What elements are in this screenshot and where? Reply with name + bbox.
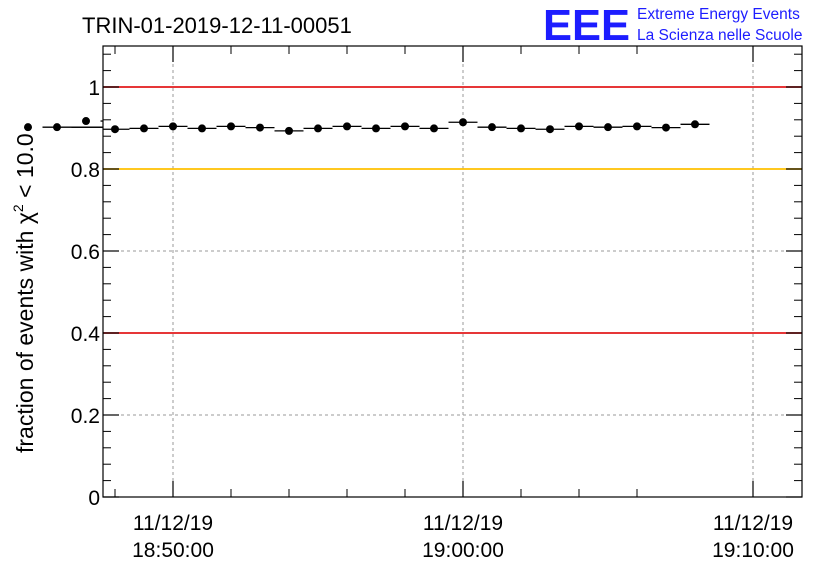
data-point — [227, 122, 235, 131]
data-point — [53, 123, 61, 132]
data-point — [604, 123, 612, 132]
data-point — [82, 117, 90, 126]
data-series — [24, 117, 710, 135]
logo-line-1: Extreme Energy Events — [637, 6, 800, 23]
data-point — [430, 124, 438, 133]
data-point — [459, 118, 467, 127]
y-tick-label: 1 — [88, 77, 100, 100]
grid-lines — [103, 46, 802, 497]
data-point — [488, 123, 496, 132]
data-point — [314, 124, 322, 133]
logo-line-2: La Scienza nelle Scuole — [637, 27, 802, 44]
data-point — [546, 125, 554, 134]
data-point — [372, 124, 380, 133]
x-tick-time: 19:10:00 — [712, 539, 794, 562]
y-tick-label: 0 — [88, 487, 100, 510]
y-tick-label: 0.2 — [71, 405, 100, 428]
y-axis-label: fraction of events with χ2 < 10.0 — [10, 133, 38, 453]
y-tick-label: 0.8 — [71, 159, 100, 182]
data-point — [111, 125, 119, 134]
x-tick-date: 11/12/19 — [713, 512, 793, 535]
plot-frame — [102, 45, 803, 498]
x-tick-labels: 11/12/19 18:50:00 11/12/19 19:00:00 11/12/19… — [132, 512, 794, 562]
data-point — [401, 122, 409, 131]
data-point — [169, 122, 177, 131]
y-tick-label: 0.6 — [71, 241, 100, 264]
x-tick-date: 11/12/19 — [133, 512, 213, 535]
data-point — [256, 123, 264, 132]
chart-title: TRIN-01-2019-12-11-00051 — [82, 13, 352, 38]
x-tick-time: 18:50:00 — [132, 539, 214, 562]
data-point — [343, 122, 351, 131]
x-tick-time: 19:00:00 — [422, 539, 504, 562]
data-point — [517, 124, 525, 133]
eee-logo: EEE Extreme Energy Events La Scienza nel… — [543, 1, 802, 50]
data-point — [140, 124, 148, 133]
data-point — [198, 124, 206, 133]
x-tick-date: 11/12/19 — [423, 512, 503, 535]
data-point — [633, 122, 641, 131]
axis-ticks — [103, 46, 802, 498]
data-point — [24, 123, 32, 132]
y-tick-label: 0.4 — [71, 323, 101, 346]
y-tick-labels: 0 0.2 0.4 0.6 0.8 1 — [71, 77, 101, 510]
data-point — [575, 122, 583, 131]
reference-lines — [103, 86, 802, 334]
data-point — [691, 120, 699, 129]
data-point — [285, 126, 293, 135]
data-point — [662, 123, 670, 132]
logo-mark: EEE — [543, 1, 630, 50]
